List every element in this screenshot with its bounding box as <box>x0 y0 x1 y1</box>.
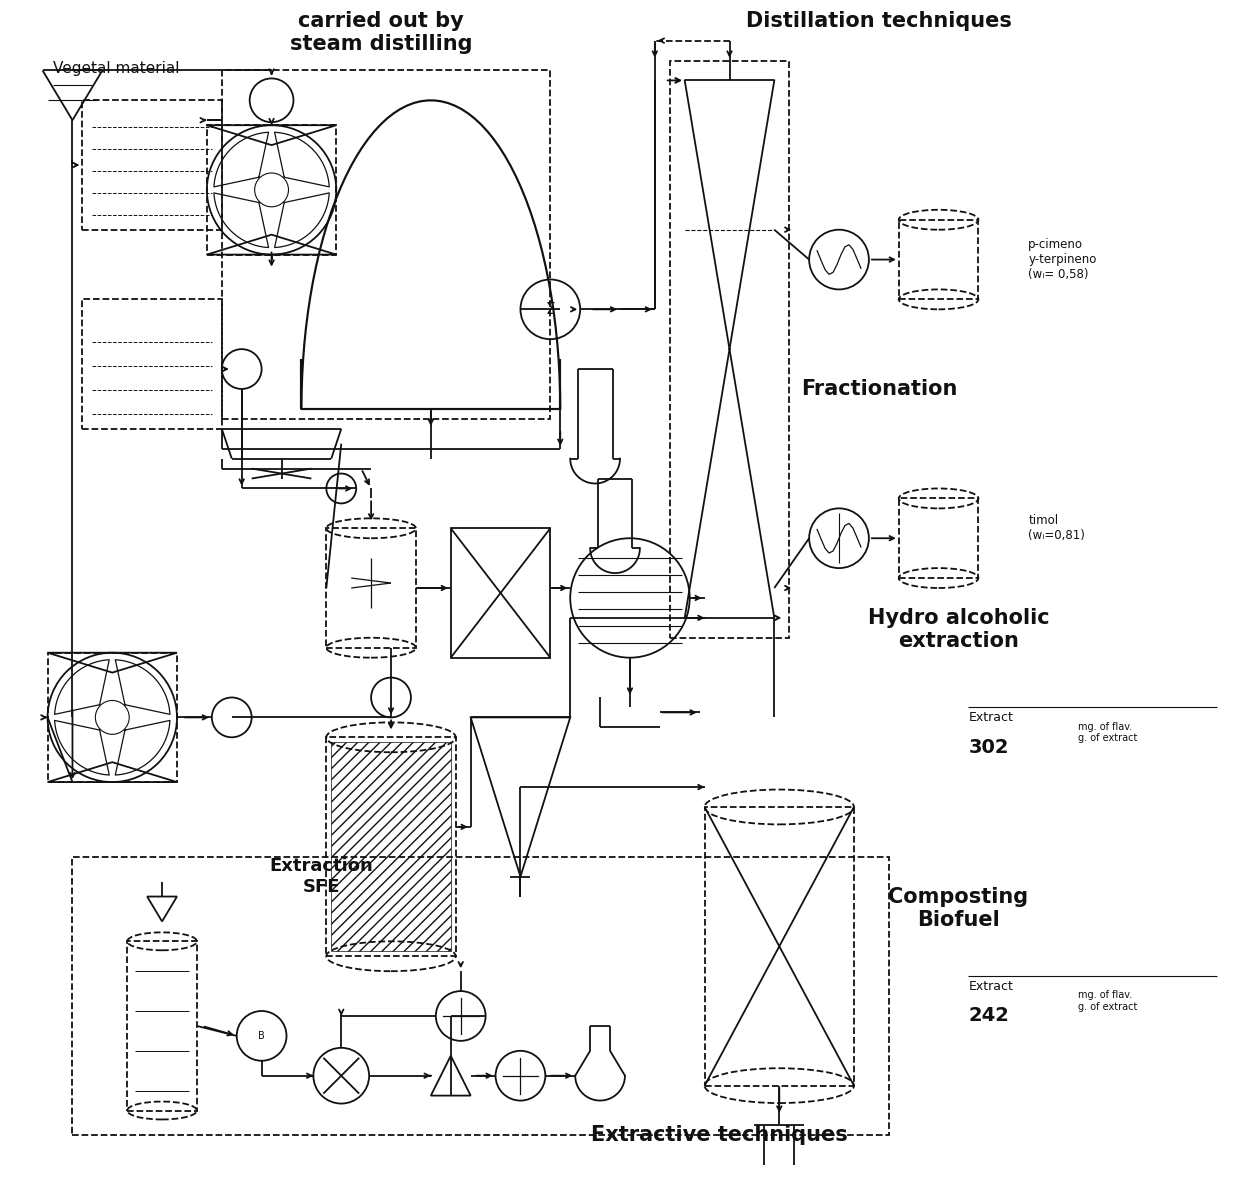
Bar <box>222 71 551 419</box>
Text: 242: 242 <box>968 1006 1009 1026</box>
Bar <box>899 498 978 578</box>
Text: Extraction
SFE: Extraction SFE <box>269 858 373 896</box>
Bar <box>47 653 177 782</box>
Bar <box>899 220 978 299</box>
Bar <box>326 737 456 957</box>
Bar <box>82 100 222 230</box>
Polygon shape <box>148 896 177 921</box>
Text: 302: 302 <box>968 737 1009 756</box>
Bar <box>331 742 451 952</box>
Bar <box>326 528 415 648</box>
Text: Extractive techniques: Extractive techniques <box>591 1125 848 1145</box>
Text: Distillation techniques: Distillation techniques <box>746 11 1012 31</box>
Text: Composting
Biofuel: Composting Biofuel <box>888 887 1028 929</box>
Bar <box>82 299 222 429</box>
Text: Extract: Extract <box>968 980 1013 993</box>
Text: Fractionation: Fractionation <box>801 379 957 399</box>
Bar <box>128 941 197 1111</box>
Bar <box>704 807 854 1086</box>
Text: $\Sigma$: $\Sigma$ <box>546 302 556 317</box>
Text: Extract: Extract <box>968 710 1013 724</box>
Text: Vegetal material: Vegetal material <box>52 60 179 75</box>
Text: B: B <box>258 1031 265 1041</box>
Bar <box>451 528 551 657</box>
Bar <box>207 125 336 254</box>
Text: mg. of flav.
g. of extract: mg. of flav. g. of extract <box>1078 721 1137 743</box>
Text: Hydro alcoholic
extraction: Hydro alcoholic extraction <box>868 608 1049 651</box>
Text: timol
(wᵢ=0,81): timol (wᵢ=0,81) <box>1028 515 1085 542</box>
Bar <box>670 60 789 637</box>
Bar <box>72 856 889 1136</box>
Text: p-cimeno
y-terpineno
(wᵢ= 0,58): p-cimeno y-terpineno (wᵢ= 0,58) <box>1028 238 1096 282</box>
Text: mg. of flav.
g. of extract: mg. of flav. g. of extract <box>1078 991 1137 1012</box>
Text: carried out by
steam distilling: carried out by steam distilling <box>290 11 472 54</box>
